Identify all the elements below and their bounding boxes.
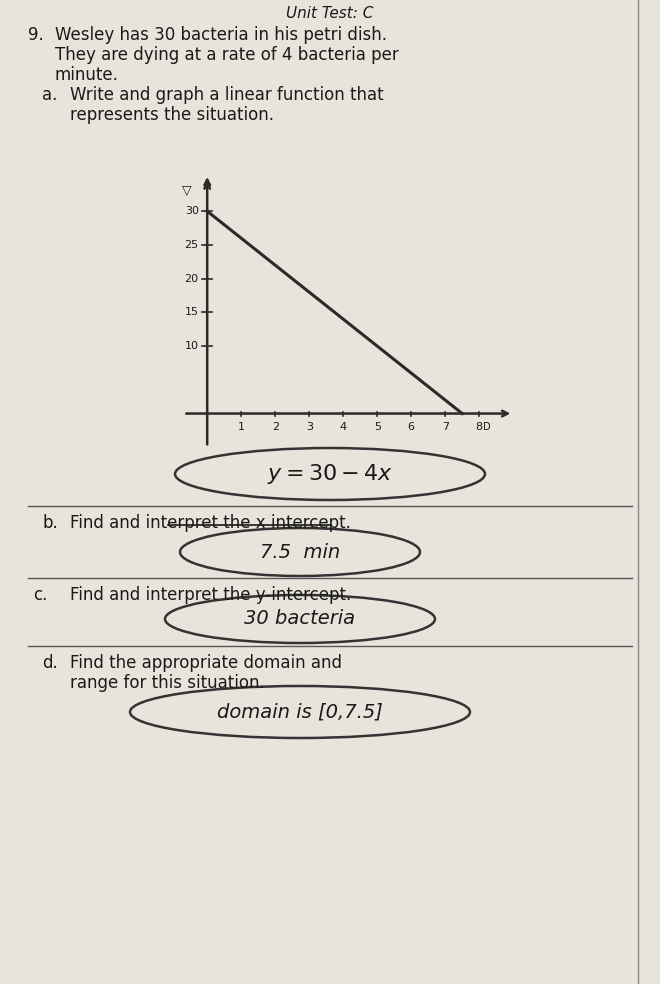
- Text: minute.: minute.: [55, 66, 119, 84]
- Text: $y = 30 - 4x$: $y = 30 - 4x$: [267, 462, 393, 486]
- Text: c.: c.: [33, 586, 48, 604]
- Text: d.: d.: [42, 654, 58, 672]
- Text: 1: 1: [238, 421, 245, 432]
- Text: 30: 30: [185, 207, 199, 216]
- Text: 7: 7: [442, 421, 449, 432]
- Text: D: D: [482, 421, 490, 432]
- Text: 10: 10: [185, 341, 199, 351]
- Text: domain is [0,7.5]: domain is [0,7.5]: [217, 703, 383, 721]
- Text: 15: 15: [185, 307, 199, 318]
- Text: 8: 8: [476, 421, 482, 432]
- Text: b.: b.: [42, 514, 58, 532]
- Text: 5: 5: [374, 421, 381, 432]
- Text: 7.5  min: 7.5 min: [260, 542, 340, 562]
- Text: 3: 3: [306, 421, 313, 432]
- Text: 4: 4: [340, 421, 347, 432]
- Text: 25: 25: [185, 240, 199, 250]
- Text: Unit Test: C: Unit Test: C: [286, 6, 374, 21]
- Text: 9.: 9.: [28, 26, 44, 44]
- Text: Find and interpret the x intercept.: Find and interpret the x intercept.: [70, 514, 351, 532]
- Text: They are dying at a rate of 4 bacteria per: They are dying at a rate of 4 bacteria p…: [55, 46, 399, 64]
- Text: ▽: ▽: [182, 184, 191, 198]
- Text: 30 bacteria: 30 bacteria: [244, 609, 356, 629]
- Text: range for this situation.: range for this situation.: [70, 674, 265, 692]
- Text: Write and graph a linear function that: Write and graph a linear function that: [70, 86, 383, 104]
- Text: 6: 6: [408, 421, 414, 432]
- Text: 2: 2: [272, 421, 279, 432]
- Text: represents the situation.: represents the situation.: [70, 106, 274, 124]
- Text: 20: 20: [185, 274, 199, 283]
- Text: Find and interpret the y-intercept.: Find and interpret the y-intercept.: [70, 586, 351, 604]
- Text: a.: a.: [42, 86, 57, 104]
- Text: Find the appropriate domain and: Find the appropriate domain and: [70, 654, 342, 672]
- Text: Wesley has 30 bacteria in his petri dish.: Wesley has 30 bacteria in his petri dish…: [55, 26, 387, 44]
